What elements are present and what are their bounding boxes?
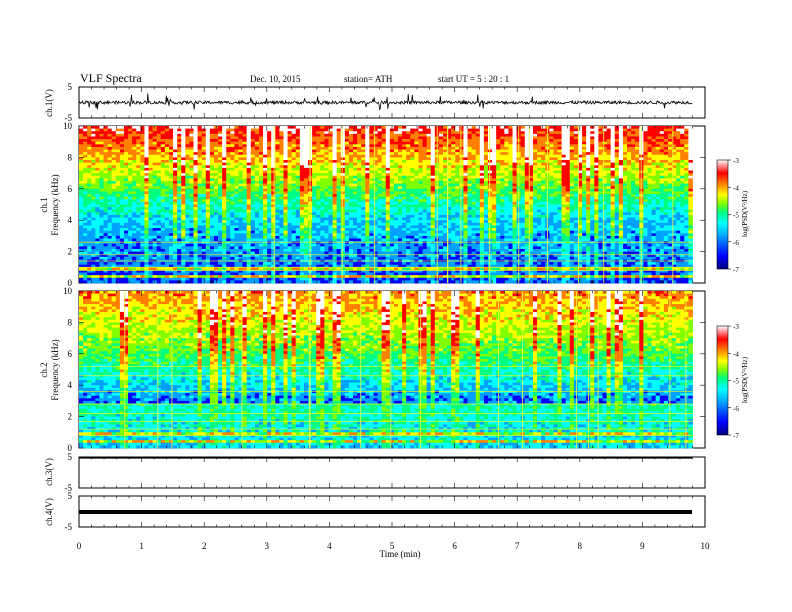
ch1-colorbar-label: log(PSD(V²/Hz) [741, 190, 749, 237]
ch1-waveform-ylabel: ch.1(V) [44, 89, 54, 117]
y-tick-label: -5 [65, 483, 73, 493]
colorbar-tick-label: -4 [733, 350, 739, 358]
x-tick-label: 7 [515, 541, 520, 551]
ch1-spectrogram-image [79, 126, 693, 284]
y-tick-label: 4 [68, 215, 73, 225]
date-label: Dec. 10, 2015 [250, 74, 301, 84]
y-tick-label: 5 [68, 82, 73, 92]
colorbar-tick-label: -7 [733, 266, 739, 274]
ch2-colorbar-label: log(PSD(V²/Hz) [741, 356, 749, 403]
x-tick-label: 2 [202, 541, 207, 551]
y-tick-label: 10 [63, 121, 73, 131]
y-tick-label: 5 [68, 452, 73, 462]
y-tick-label: 2 [68, 412, 73, 422]
colorbar-tick-label: -3 [733, 323, 739, 331]
start-time-label: start UT = 5 : 20 : 1 [438, 74, 509, 84]
y-tick-label: 0 [68, 278, 73, 288]
x-tick-label: 0 [77, 541, 82, 551]
y-tick-label: 6 [68, 184, 73, 194]
ch1-spectrogram-ylabel-frequency: Frequency (kHz) [50, 174, 60, 235]
x-tick-label: 4 [327, 541, 332, 551]
x-tick-label: 10 [701, 541, 711, 551]
y-tick-label: 4 [68, 380, 73, 390]
station-label: station= ATH [344, 74, 393, 84]
x-tick-label: 8 [578, 541, 583, 551]
colorbar-tick-label: -4 [733, 184, 739, 192]
y-tick-label: 2 [68, 247, 73, 257]
ch2-colorbar [716, 325, 729, 436]
y-tick-label: 5 [68, 491, 73, 501]
colorbar-tick-label: -7 [733, 432, 739, 440]
x-tick-label: 3 [265, 541, 270, 551]
figure-title: VLF Spectra [80, 71, 142, 85]
x-tick-label: 6 [452, 541, 457, 551]
ch2-spectrogram-image [79, 291, 693, 449]
x-tick-label: 5 [390, 541, 395, 551]
x-tick-label: 1 [139, 541, 144, 551]
colorbar-ticks: -3 -4 -5 -6 -7 -3 -4 -5 -6 -7 [728, 157, 739, 440]
ch4-waveform-trace [79, 510, 692, 514]
ch1-colorbar [716, 159, 729, 270]
y-tick-label: 8 [68, 152, 73, 162]
colorbar-tick-label: -5 [733, 212, 739, 220]
x-axis-label: Time (min) [380, 549, 421, 559]
y-tick-label: -5 [65, 113, 73, 123]
ch1-spectrogram-ylabel-channel: ch.1 [39, 197, 49, 212]
ch3-waveform-ylabel: ch.3(V) [44, 458, 54, 486]
colorbar-tick-label: -5 [733, 378, 739, 386]
y-tick-label: 0 [68, 443, 73, 453]
y-tick-label: -5 [65, 522, 73, 532]
ch2-spectrogram-ylabel-frequency: Frequency (kHz) [50, 339, 60, 400]
ch1-waveform-trace [78, 93, 693, 111]
x-tick-label: 9 [640, 541, 645, 551]
colorbar-tick-label: -6 [733, 239, 739, 247]
y-tick-label: 10 [63, 286, 73, 296]
colorbar-tick-label: -3 [733, 157, 739, 165]
colorbar-tick-label: -6 [733, 405, 739, 413]
ch2-spectrogram-ylabel-channel: ch.2 [39, 362, 49, 377]
y-tick-label: 8 [68, 317, 73, 327]
ch4-waveform-ylabel: ch.4(V) [44, 498, 54, 526]
y-tick-label: 6 [68, 349, 73, 359]
